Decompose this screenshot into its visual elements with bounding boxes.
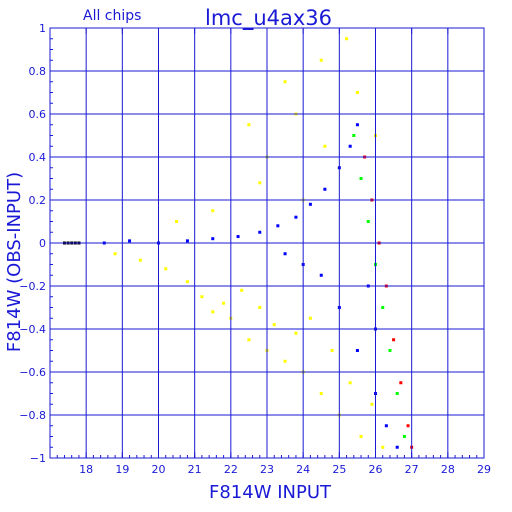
data-point-yellow [247,338,251,342]
data-point-yellow [359,435,363,438]
y-tick-label: 0 [39,237,46,250]
data-point-red [392,338,396,342]
y-tick-label: 0.2 [29,194,47,207]
x-tick-label: 29 [477,463,491,476]
data-point-yellow [272,323,276,327]
data-point-red [399,381,403,385]
data-point-yellow [330,349,334,352]
x-tick-label: 28 [441,463,455,476]
grid [50,27,485,459]
y-axis-label: F814W (OBS-INPUT) [4,172,25,352]
data-point-blue [294,215,298,219]
y-tick-label: −0.4 [19,323,46,336]
data-point-blue [185,239,189,243]
data-point-yellow [211,209,215,213]
x-tick-label: 19 [115,463,129,476]
x-tick-label: 24 [296,463,310,476]
data-point-blue [319,273,323,277]
y-tick-label: 1 [39,22,46,35]
data-point-yellow [370,402,374,406]
data-point-blue [384,424,388,428]
data-point-yellow [348,381,352,385]
x-tick-label: 23 [260,463,274,476]
data-point-yellow [175,220,179,223]
data-point-green [402,435,406,438]
data-point-blue [355,349,359,352]
data-point-blue [236,235,240,239]
x-axis-label: F814W INPUT [209,482,332,503]
data-point-green [395,392,399,395]
data-point-yellow [319,392,323,395]
data-point-yellow [294,331,298,335]
data-point-yellow [247,123,251,127]
data-point-blue [348,144,352,148]
data-point-blue [276,224,280,228]
y-tick-label: −0.2 [19,280,46,293]
data-point-yellow [283,80,287,84]
x-tick-label: 20 [152,463,166,476]
x-tick-label: 27 [405,463,419,476]
data-point-yellow [240,288,244,292]
y-tick-label: 0.8 [29,65,47,78]
data-point-yellow [200,295,204,299]
data-point-yellow [138,258,142,262]
data-point-blue [128,239,132,243]
x-tick-label: 25 [332,463,346,476]
y-tick-label: −0.6 [19,366,46,379]
y-tick-label: −0.8 [19,409,46,422]
data-point-blue [283,252,287,256]
data-point-blue [323,187,327,191]
data-point-green [388,349,392,352]
data-point-yellow [319,58,323,62]
y-tick-label: 0.6 [29,108,47,121]
data-point-green [359,177,363,180]
x-tick-label: 21 [188,463,202,476]
data-point-yellow [258,306,262,309]
data-point-yellow [258,181,262,185]
x-tick-label: 22 [224,463,238,476]
data-point-yellow [345,37,349,41]
data-point-green [366,220,370,223]
y-axis: −1 −0.8 −0.6 −0.4 −0.2 0 0.2 0.4 0.6 0.8 1 [19,22,484,465]
data-point-blue [258,230,262,234]
x-tick-label: 26 [369,463,383,476]
data-point-blue [211,237,215,241]
x-tick-label: 18 [79,463,93,476]
y-tick-label: −1 [30,452,46,465]
data-point-green [381,306,385,309]
data-point-blue [395,445,399,449]
data-point-yellow [283,359,287,363]
chart-subtitle: All chips [83,8,141,24]
data-point-blue [355,123,359,127]
data-point-yellow [222,301,226,305]
data-point-yellow [113,252,117,256]
data-point-yellow [355,91,359,94]
data-point-yellow [185,280,189,284]
data-point-yellow [164,267,168,271]
chart-title: lmc_u4ax36 [205,6,332,31]
data-point-yellow [308,316,312,320]
data-point-red [406,424,410,428]
data-point-yellow [211,310,215,314]
data-point-yellow [323,144,327,148]
data-point-yellow [381,445,385,449]
data-point-blue [308,202,312,206]
x-axis: 18 19 20 21 22 23 24 25 26 27 28 29 [49,28,491,476]
data-point-green [352,134,356,137]
y-tick-label: 0.4 [29,151,47,164]
